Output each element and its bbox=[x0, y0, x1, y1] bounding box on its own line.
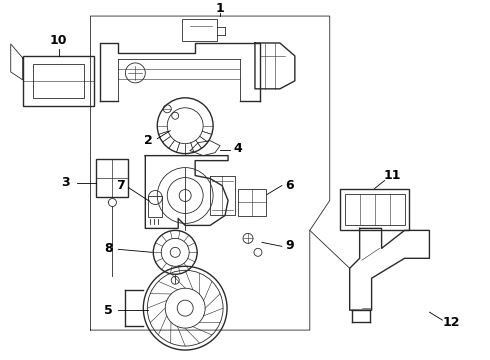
Text: 1: 1 bbox=[216, 1, 224, 15]
Text: 7: 7 bbox=[116, 179, 125, 192]
Bar bbox=[344, 194, 405, 225]
Bar bbox=[340, 189, 410, 230]
Text: 6: 6 bbox=[286, 179, 294, 192]
Bar bbox=[148, 195, 162, 217]
Bar bbox=[182, 19, 217, 41]
Text: 2: 2 bbox=[144, 134, 153, 147]
Text: 8: 8 bbox=[104, 242, 113, 255]
Circle shape bbox=[179, 189, 191, 202]
Text: 5: 5 bbox=[104, 303, 113, 317]
Bar bbox=[97, 159, 128, 197]
Text: 4: 4 bbox=[234, 142, 243, 155]
Text: 10: 10 bbox=[50, 35, 67, 48]
Circle shape bbox=[177, 300, 193, 316]
Bar bbox=[238, 189, 266, 216]
Text: 11: 11 bbox=[384, 169, 401, 182]
Text: 3: 3 bbox=[61, 176, 70, 189]
Bar bbox=[23, 56, 95, 106]
Circle shape bbox=[170, 247, 180, 257]
Text: 9: 9 bbox=[286, 239, 294, 252]
Text: 12: 12 bbox=[442, 316, 460, 329]
Bar bbox=[33, 64, 84, 98]
